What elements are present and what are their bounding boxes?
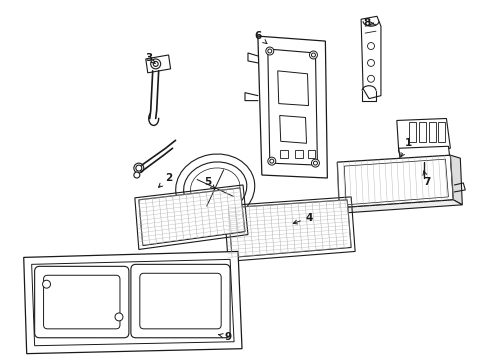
Polygon shape bbox=[339, 200, 461, 213]
Circle shape bbox=[115, 313, 122, 321]
Text: 3: 3 bbox=[145, 53, 155, 63]
Circle shape bbox=[134, 163, 143, 173]
Text: 2: 2 bbox=[158, 173, 172, 187]
Circle shape bbox=[309, 51, 317, 59]
Text: 9: 9 bbox=[218, 332, 231, 342]
Text: 1: 1 bbox=[400, 138, 411, 157]
Polygon shape bbox=[279, 150, 287, 158]
Circle shape bbox=[136, 165, 142, 171]
Circle shape bbox=[265, 47, 273, 55]
Polygon shape bbox=[360, 16, 380, 99]
Polygon shape bbox=[398, 146, 449, 165]
Text: 6: 6 bbox=[254, 31, 266, 44]
Polygon shape bbox=[228, 200, 350, 257]
Polygon shape bbox=[418, 122, 425, 142]
Polygon shape bbox=[408, 122, 415, 142]
Polygon shape bbox=[139, 188, 244, 246]
Circle shape bbox=[134, 172, 140, 178]
Polygon shape bbox=[427, 122, 435, 142]
Polygon shape bbox=[307, 150, 315, 158]
Circle shape bbox=[313, 161, 317, 165]
Circle shape bbox=[419, 158, 427, 166]
Circle shape bbox=[311, 53, 315, 57]
Polygon shape bbox=[438, 122, 445, 142]
Text: 4: 4 bbox=[293, 213, 312, 224]
Ellipse shape bbox=[175, 154, 254, 222]
Circle shape bbox=[153, 62, 158, 66]
Polygon shape bbox=[145, 55, 170, 73]
Polygon shape bbox=[257, 36, 326, 178]
Circle shape bbox=[267, 49, 271, 53]
Circle shape bbox=[42, 280, 50, 288]
Polygon shape bbox=[337, 155, 452, 208]
Polygon shape bbox=[396, 118, 449, 152]
Polygon shape bbox=[294, 150, 302, 158]
Circle shape bbox=[150, 59, 161, 69]
Circle shape bbox=[267, 157, 275, 165]
Circle shape bbox=[311, 159, 319, 167]
Text: 7: 7 bbox=[422, 171, 429, 187]
Text: 8: 8 bbox=[363, 18, 373, 28]
Circle shape bbox=[269, 159, 273, 163]
Text: 5: 5 bbox=[204, 177, 214, 189]
Polygon shape bbox=[449, 155, 461, 205]
Polygon shape bbox=[24, 251, 242, 354]
